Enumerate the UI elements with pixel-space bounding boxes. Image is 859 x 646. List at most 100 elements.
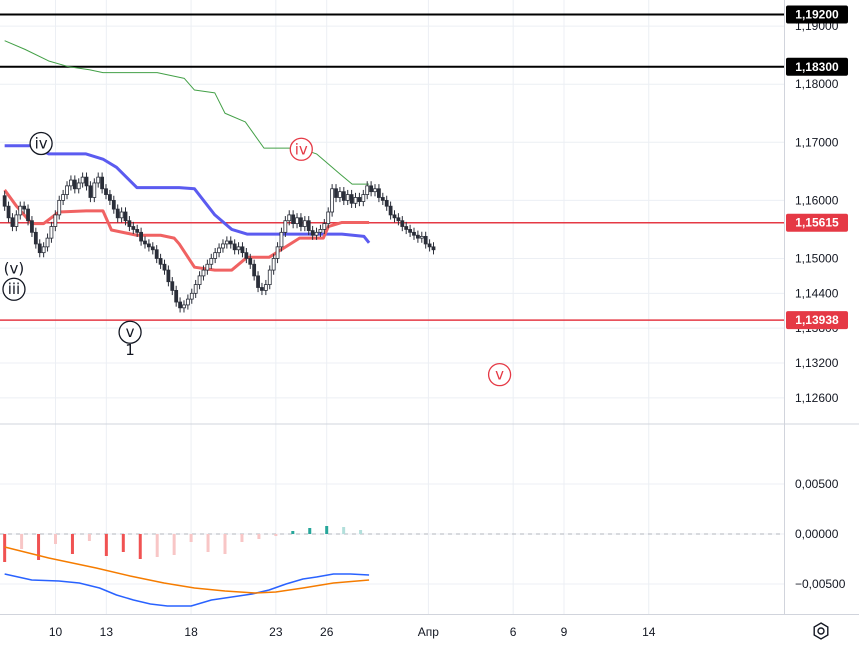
candle-body	[263, 284, 268, 291]
candle-body	[384, 199, 389, 207]
candle	[185, 294, 190, 310]
candle-body	[380, 197, 385, 201]
candle	[123, 207, 128, 226]
candle-body	[221, 243, 225, 249]
candle-body	[248, 258, 253, 265]
candle	[193, 279, 198, 298]
candle-body	[291, 214, 296, 225]
candle	[396, 213, 401, 226]
candle-body	[217, 247, 221, 254]
candle-body	[131, 226, 136, 230]
candle	[143, 236, 147, 249]
candle-body	[178, 301, 182, 309]
candle	[412, 227, 416, 240]
histogram-bar	[206, 534, 210, 552]
oscillator-chart[interactable]	[0, 526, 784, 607]
candle	[283, 216, 288, 237]
candle-body	[260, 287, 264, 291]
histogram-bar	[3, 534, 7, 562]
candle-body	[123, 211, 128, 222]
candle	[65, 181, 69, 200]
settings-gear-icon[interactable]	[811, 621, 831, 641]
candle-body	[377, 188, 381, 198]
wave-label-circle	[487, 362, 512, 387]
oscillator-tick-label: 0,00500	[795, 477, 839, 491]
candle	[244, 248, 249, 264]
candle-body	[26, 208, 30, 222]
candle-body	[33, 231, 38, 245]
candle-body	[373, 188, 377, 193]
candle	[310, 225, 315, 240]
candle-body	[271, 258, 276, 271]
candle	[357, 192, 362, 207]
candle-body	[365, 185, 370, 195]
time-tick-label: 26	[320, 625, 334, 639]
candle	[115, 204, 120, 223]
wave-label: v	[495, 366, 504, 384]
candle	[306, 216, 311, 236]
histogram-bar	[223, 534, 227, 554]
candle	[96, 172, 101, 188]
candle-body	[158, 258, 163, 265]
candle-body	[326, 211, 331, 225]
price-tick-label: 1,18000	[795, 77, 839, 91]
candle	[104, 184, 108, 200]
candle	[279, 227, 284, 252]
candle	[365, 181, 370, 200]
candle	[197, 271, 202, 290]
candle-body	[400, 220, 405, 227]
candle	[295, 213, 299, 229]
histogram-bar	[37, 534, 41, 560]
candle	[2, 191, 7, 211]
candle	[49, 221, 54, 243]
candle-body	[174, 290, 179, 303]
candle-body	[341, 191, 346, 201]
candle-body	[84, 176, 89, 187]
candle	[45, 233, 50, 252]
candle-body	[404, 226, 409, 230]
macd-line	[4, 573, 370, 607]
wave-label: 1	[125, 341, 135, 359]
candle-body	[338, 191, 342, 198]
candle-body	[6, 205, 11, 219]
candle	[334, 184, 338, 203]
candle	[221, 239, 225, 253]
candle	[131, 221, 136, 235]
candle	[256, 271, 260, 293]
wave-label-circle	[118, 320, 142, 344]
candle-body	[127, 220, 132, 227]
histogram-bar	[121, 534, 125, 552]
candle-body	[213, 252, 218, 259]
candle	[431, 242, 436, 255]
candle-body	[267, 269, 272, 286]
candle-body	[30, 220, 34, 233]
candle	[119, 207, 124, 223]
candle-body	[369, 185, 374, 193]
chikou-line-green	[4, 40, 370, 185]
candle-body	[275, 246, 280, 259]
candle-body	[92, 182, 97, 198]
candle-body	[412, 231, 416, 236]
price-chart[interactable]	[0, 13, 784, 321]
candle-body	[345, 194, 350, 201]
candle-body	[318, 229, 323, 233]
candle	[275, 242, 280, 264]
histogram-bar	[54, 534, 57, 544]
candle-body	[232, 243, 237, 251]
candle	[228, 236, 233, 249]
histogram-bar	[155, 534, 159, 557]
candle	[338, 187, 342, 203]
candle-body	[166, 269, 171, 283]
candle	[80, 172, 85, 188]
candle	[37, 239, 42, 258]
time-tick-label: 14	[642, 625, 656, 639]
candle	[341, 187, 346, 206]
candle	[209, 253, 214, 269]
candle-body	[150, 246, 155, 251]
candle-body	[146, 243, 151, 248]
candle	[213, 248, 218, 264]
candle	[6, 201, 11, 223]
candle-body	[22, 205, 27, 210]
candle	[127, 216, 132, 232]
